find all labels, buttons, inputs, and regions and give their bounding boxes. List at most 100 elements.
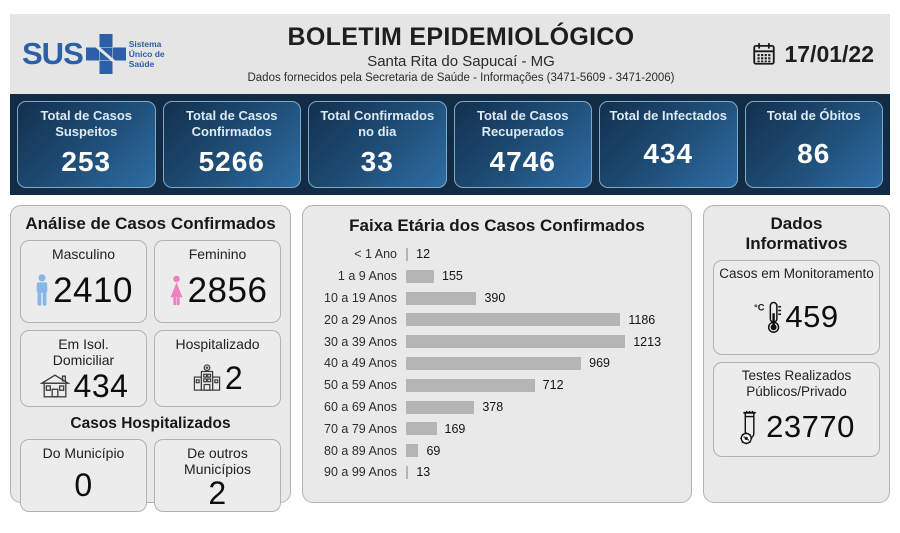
chart-value-label: 390 [484, 291, 506, 306]
monitoring-value: 459 [785, 299, 839, 335]
house-icon [39, 373, 71, 399]
other-municipalities-card: De outros Municípios 2 [154, 438, 281, 512]
chart-track: 378 [406, 400, 675, 414]
sus-logo-subtext: Sistema Único de Saúde [128, 38, 165, 70]
stat-label: Total de Infectados [609, 108, 728, 123]
chart-bar [406, 465, 409, 479]
chart-value-label: 969 [589, 356, 610, 371]
chart-track: 69 [406, 444, 675, 458]
chart-value-label: 1213 [633, 334, 662, 349]
chart-category-label: 10 a 19 Anos [324, 291, 397, 306]
home-isolation-card: Em Isol. Domiciliar [20, 329, 147, 407]
info-panel: Dados Informativos Casos em Monitorament… [703, 205, 890, 503]
date-display: 17/01/22 [722, 41, 874, 68]
chart-bar [406, 269, 434, 283]
tests-label: Testes Realizados Públicos/Privado [741, 368, 852, 399]
stat-label: Total de Casos Recuperados [476, 108, 569, 140]
stat-card-confirmados: Total de Casos Confirmados 5266 [162, 101, 301, 188]
chart-bar [406, 247, 409, 261]
header: SUS Sistema Único de Saúde BOLETIM EPIDE… [10, 14, 890, 94]
stat-value: 434 [643, 137, 694, 169]
monitoring-cases-card: Casos em Monitoramento °C [713, 260, 880, 356]
analysis-panel: Análise de Casos Confirmados Masculino [10, 205, 291, 512]
male-value-row: 2410 [25, 262, 142, 320]
chart-bar [406, 422, 437, 436]
tests-value-row: 23770 [718, 399, 875, 454]
chart-category-label: 70 a 79 Anos [324, 421, 397, 436]
sus-logo-text: SUS [22, 36, 84, 71]
stat-label: Total de Casos Confirmados [185, 108, 278, 140]
stat-label: Total de Óbitos [766, 108, 861, 123]
chart-track: 712 [406, 378, 675, 392]
home-isolation-value-row: 434 [25, 368, 142, 404]
chart-track: 13 [406, 465, 675, 479]
home-isolation-value: 434 [73, 367, 129, 404]
chart-bar [406, 356, 582, 370]
stat-card-recuperados: Total de Casos Recuperados 4746 [453, 101, 592, 188]
other-municipalities-value-row: 2 [159, 477, 276, 509]
monitoring-value-row: °C 459 [718, 282, 875, 352]
other-municipalities-label: De outros Municípios [184, 444, 251, 477]
chart-category-label: 50 a 59 Anos [324, 378, 397, 393]
chart-track: 390 [406, 291, 675, 305]
test-tube-icon [738, 409, 763, 445]
chart-bar [406, 378, 535, 392]
hospitalized-section-title: Casos Hospitalizados [70, 414, 231, 432]
chart-row: 70 a 79 Anos 169 [319, 418, 675, 440]
stat-label: Total Confirmados no dia [320, 108, 435, 140]
chart-value-label: 155 [442, 269, 463, 284]
chart-row: 1 a 9 Anos 155 [319, 265, 675, 287]
age-chart-title: Faixa Etária dos Casos Confirmados [349, 216, 645, 235]
chart-value-label: 13 [416, 465, 431, 480]
male-label: Masculino [51, 245, 116, 262]
chart-value-label: 378 [482, 400, 504, 415]
stat-card-confirmados-dia: Total Confirmados no dia 33 [308, 101, 447, 188]
chart-category-label: 1 a 9 Anos [337, 269, 397, 284]
chart-track: 1186 [406, 313, 675, 327]
chart-bar [406, 291, 477, 305]
female-icon [168, 274, 185, 308]
chart-track: 969 [406, 356, 675, 370]
gender-card-grid: Masculino 2410 [20, 239, 281, 407]
chart-category-label: 90 a 99 Anos [324, 465, 397, 480]
stat-value: 86 [797, 137, 831, 169]
chart-category-label: < 1 Ano [354, 247, 397, 262]
chart-row: < 1 Ano 12 [319, 244, 675, 266]
stat-value: 4746 [489, 145, 556, 177]
sus-cross-icon [85, 34, 126, 74]
hospitalized-label: Hospitalizado [175, 335, 260, 352]
tests-value: 23770 [766, 409, 855, 445]
page-subtitle: Santa Rita do Sapucaí - MG [367, 52, 555, 70]
monitoring-label: Casos em Monitoramento [719, 266, 874, 282]
female-value: 2856 [187, 271, 268, 311]
chart-row: 20 a 29 Anos 1186 [319, 309, 675, 331]
chart-row: 80 a 89 Anos 69 [319, 440, 675, 462]
stat-label: Total de Casos Suspeitos [40, 108, 132, 140]
chart-bar [406, 335, 626, 349]
virus-icon [740, 431, 753, 445]
tests-performed-card: Testes Realizados Públicos/Privado [713, 362, 880, 458]
chart-track: 169 [406, 422, 675, 436]
hospitalized-value: 2 [224, 359, 244, 396]
stat-value: 33 [360, 145, 394, 177]
chart-bar [406, 444, 419, 458]
hospital-icon [192, 363, 222, 392]
female-cases-card: Feminino 2856 [154, 239, 281, 323]
male-icon [34, 273, 50, 308]
svg-text:°C: °C [754, 302, 765, 312]
hospitalized-value-row: 2 [159, 352, 276, 404]
municipality-value-row: 0 [25, 461, 142, 509]
other-municipalities-value: 2 [208, 474, 227, 511]
page-title: BOLETIM EPIDEMIOLÓGICO [287, 23, 635, 52]
chart-track: 1213 [406, 335, 675, 349]
date-value: 17/01/22 [784, 40, 874, 67]
age-chart-panel: Faixa Etária dos Casos Confirmados < 1 A… [302, 205, 692, 503]
home-isolation-label: Em Isol. Domiciliar [52, 335, 115, 368]
thermometer-icon: °C [754, 300, 782, 334]
female-label: Feminino [188, 245, 247, 262]
chart-value-label: 712 [542, 378, 564, 393]
male-cases-card: Masculino 2410 [20, 239, 147, 323]
calendar-icon [751, 41, 777, 67]
stat-value: 5266 [198, 145, 265, 177]
info-panel-title: Dados Informativos [745, 214, 848, 253]
